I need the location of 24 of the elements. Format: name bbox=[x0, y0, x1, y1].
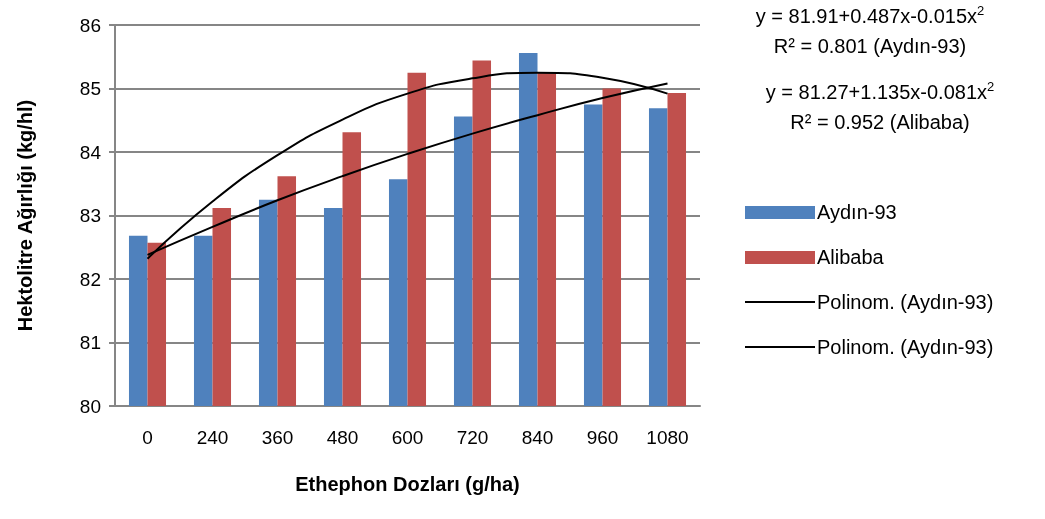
legend-label: Polinom. (Aydın-93) bbox=[817, 336, 994, 358]
x-axis-title: Ethephon Dozları (g/ha) bbox=[295, 473, 520, 495]
x-tick-label: 240 bbox=[196, 427, 229, 448]
x-tick-label: 1080 bbox=[646, 427, 689, 448]
y-tick-label: 80 bbox=[79, 395, 101, 417]
text: R² = 0.952 (Alibaba) bbox=[790, 111, 970, 133]
x-tick-label: 840 bbox=[521, 427, 554, 448]
x-tick-label: 600 bbox=[391, 427, 424, 448]
x-tick-label: 480 bbox=[326, 427, 359, 448]
y-axis-title: Hektolitre Ağırlığı (kg/hl) bbox=[14, 99, 36, 332]
y-tick-label: 81 bbox=[79, 332, 101, 353]
x-tick-label: 720 bbox=[456, 427, 489, 448]
y-tick-label: 82 bbox=[79, 268, 101, 290]
x-tick-label: 960 bbox=[586, 427, 619, 448]
y-tick-label: 85 bbox=[79, 78, 101, 99]
legend-label: Polinom. (Aydın-93) bbox=[817, 291, 994, 313]
legend-label: Aydın-93 bbox=[817, 201, 897, 223]
legend-label: Alibaba bbox=[817, 246, 885, 268]
x-tick-label: 360 bbox=[261, 427, 294, 448]
y-tick-label: 84 bbox=[79, 141, 102, 163]
x-tick-label: 0 bbox=[142, 427, 153, 448]
text: R² = 0.801 (Aydın-93) bbox=[773, 35, 967, 57]
y-tick-label: 86 bbox=[79, 14, 101, 36]
y-tick-label: 83 bbox=[79, 205, 101, 226]
